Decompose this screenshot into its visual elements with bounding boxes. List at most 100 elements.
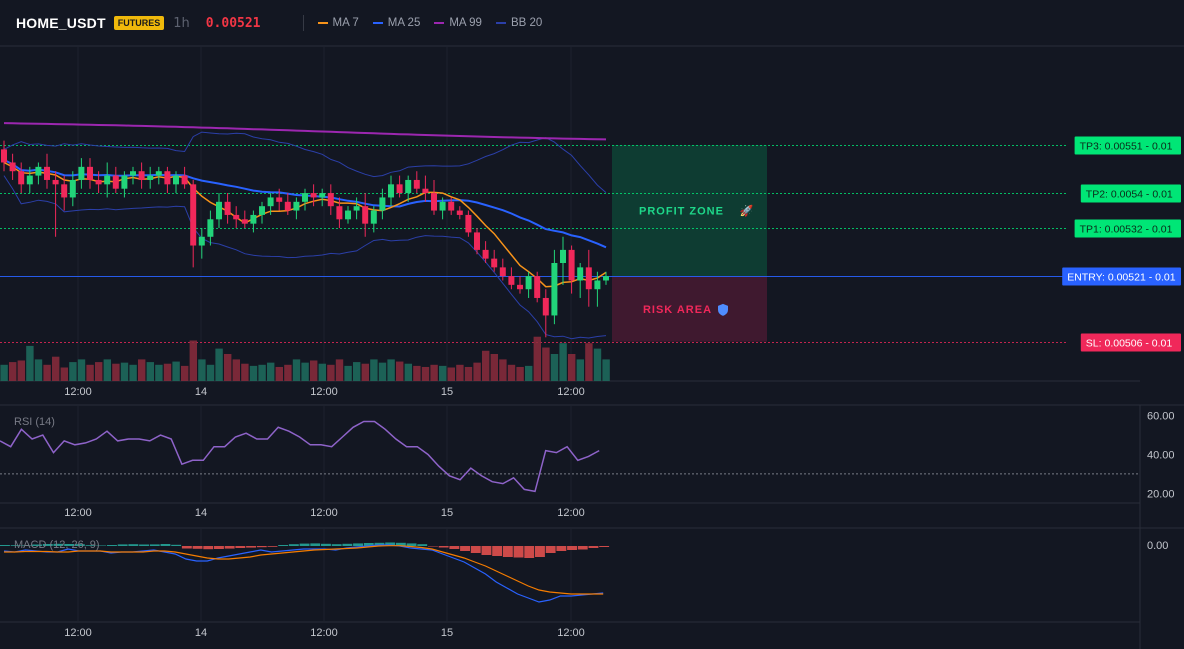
macd-histogram-bar (128, 544, 139, 546)
macd-signal-line (4, 545, 604, 595)
candle-body (319, 193, 326, 198)
macd-histogram-bar (449, 546, 460, 549)
volume-bar (129, 364, 137, 381)
volume-bar (95, 362, 103, 381)
legend-ma7[interactable]: MA 7 (317, 17, 359, 29)
timeframe-label[interactable]: 1h (173, 15, 190, 31)
macd-histogram-bar (524, 546, 535, 558)
candle-body (190, 184, 197, 246)
macd-histogram-bar (192, 546, 203, 549)
candle-body (35, 166, 42, 176)
shield-icon (718, 303, 728, 316)
volume-bar (396, 361, 404, 381)
volume-bar (138, 359, 146, 381)
time-axis-label: 12:00 (64, 627, 92, 639)
volume-bar (215, 348, 223, 381)
macd-histogram-bar (256, 546, 267, 548)
candle-body (26, 175, 33, 185)
volume-bar (361, 363, 369, 381)
candle-body (207, 219, 214, 237)
volume-bar (507, 364, 516, 381)
rsi-line (0, 420, 600, 493)
legend-ma99[interactable]: MA 99 (434, 17, 482, 29)
legend-bb20[interactable]: BB 20 (495, 17, 542, 29)
candle-body (164, 171, 171, 185)
rsi-axis-label: 20.00 (1147, 488, 1175, 500)
macd-histogram-bar (460, 546, 470, 551)
level-tag-4 (1080, 333, 1181, 352)
macd-line (3, 544, 604, 603)
macd-axis-label: 0.00 (1147, 540, 1168, 552)
macd-histogram-bar (599, 546, 610, 547)
volume-bar (17, 360, 25, 381)
candle-body (173, 175, 179, 185)
candle-body (431, 193, 437, 211)
macd-histogram-bar (363, 543, 374, 546)
volume-bar (146, 362, 154, 381)
candle-body (87, 166, 93, 180)
candle-body (241, 219, 248, 224)
macd-histogram-bar (385, 542, 396, 546)
volume-bar (292, 359, 301, 381)
candle-body (474, 232, 480, 250)
macd-histogram-bar (545, 546, 556, 553)
candle-body (362, 206, 369, 224)
macd-histogram-bar (117, 544, 128, 546)
macd-histogram-bar (417, 544, 428, 546)
time-axis-label: 14 (195, 386, 207, 398)
level-tag-text-3[interactable]: ENTRY: 0.00521 - 0.01 (1067, 272, 1176, 284)
candle-body (413, 179, 420, 189)
time-axis-label: 14 (195, 507, 207, 519)
candle-body (353, 206, 360, 211)
candle-body (594, 280, 601, 290)
volume-bar (370, 359, 378, 381)
macd-histogram-bar (321, 543, 331, 546)
volume-bar (155, 364, 163, 381)
macd-histogram-bar (160, 544, 171, 546)
volume-bar (327, 364, 335, 381)
level-tag-text-4[interactable]: SL: 0.00506 - 0.01 (1086, 338, 1173, 350)
volume-bar (103, 359, 111, 381)
candle-body (327, 193, 334, 207)
candle-body (405, 179, 412, 194)
level-tag-text-0[interactable]: TP3: 0.00551 - 0.01 (1080, 141, 1173, 153)
macd-histogram-bar (470, 546, 481, 553)
legend-ma25[interactable]: MA 25 (372, 17, 420, 29)
volume-bar (9, 362, 17, 381)
time-axis-label: 15 (441, 386, 453, 398)
level-tag-text-1[interactable]: TP2: 0.0054 - 0.01 (1086, 189, 1173, 201)
volume-bar (206, 364, 215, 381)
candle-body (603, 276, 609, 281)
candle-body (534, 276, 541, 298)
bb-upper-line (3, 131, 607, 193)
volume-bar (189, 340, 197, 381)
time-axis-label: 14 (195, 627, 207, 639)
macd-histogram-bar (107, 545, 117, 546)
macd-histogram-bar (331, 544, 342, 546)
volume-bar (542, 347, 550, 381)
volume-bar (335, 359, 344, 381)
time-axis-label: 12:00 (310, 507, 338, 519)
macd-histogram-bar (428, 546, 438, 547)
time-axis-label: 12:00 (64, 386, 92, 398)
macd-histogram-bar (567, 546, 577, 550)
candle-body (69, 179, 76, 198)
macd-histogram-bar (310, 543, 321, 546)
candle-body (267, 197, 274, 207)
volume-bar (34, 359, 43, 381)
level-tag-text-2[interactable]: TP1: 0.00532 - 0.01 (1080, 224, 1173, 236)
macd-histogram-bar (149, 544, 160, 546)
candle-body (345, 210, 351, 220)
symbol-name[interactable]: HOME_USDT (16, 15, 106, 31)
macd-histogram-bar (267, 546, 278, 547)
candle-body (302, 193, 308, 202)
volume-bar (60, 367, 68, 381)
candle-body (198, 236, 205, 246)
volume-bar (163, 363, 172, 381)
header-divider (302, 15, 304, 31)
candle-body (465, 214, 472, 233)
macd-histogram-bar (10, 545, 21, 546)
macd-histogram-bar (588, 546, 599, 548)
candle-body (284, 201, 291, 211)
